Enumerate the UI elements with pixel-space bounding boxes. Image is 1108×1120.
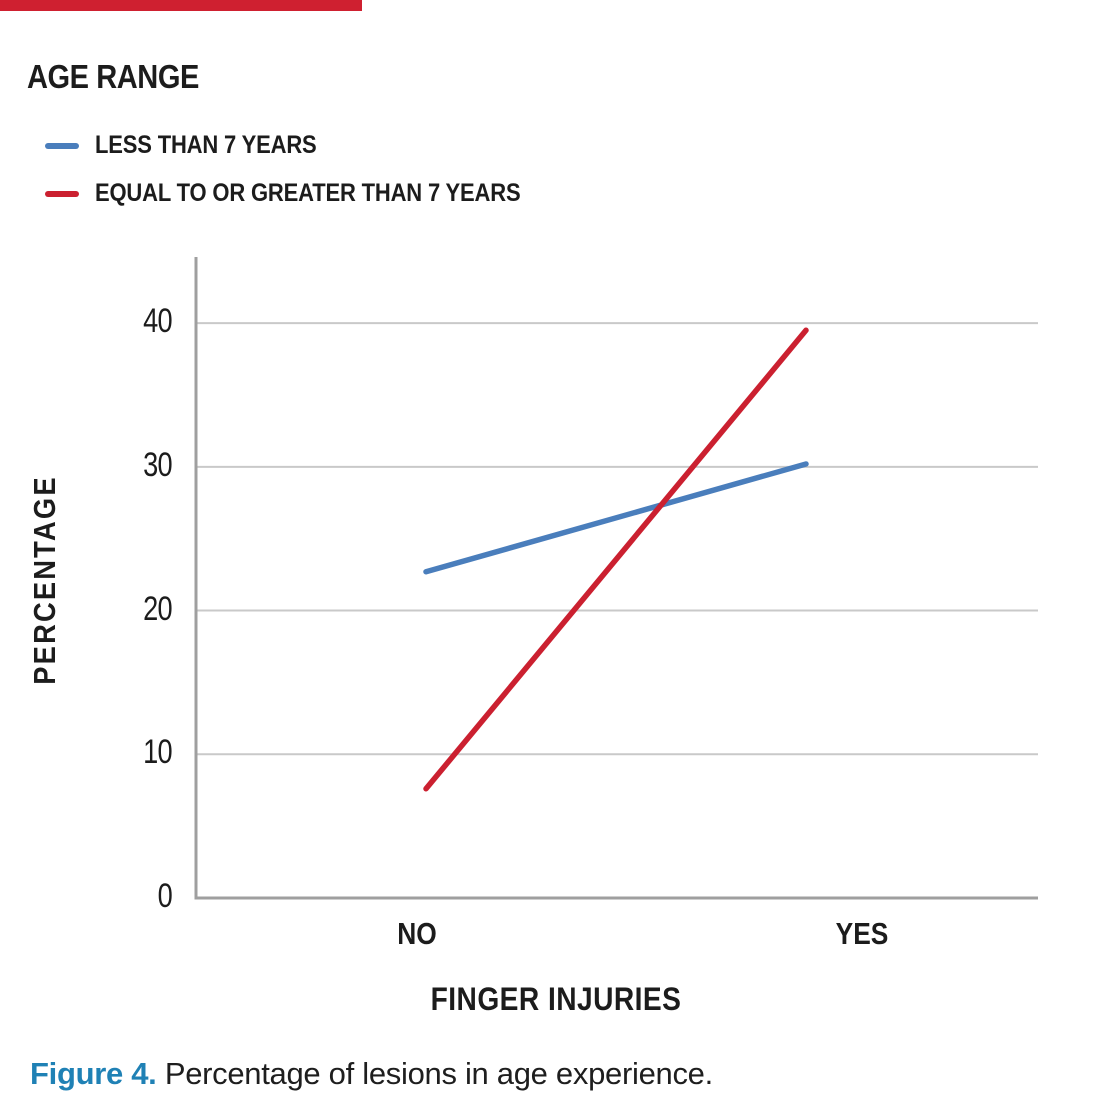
figure-caption-text: Percentage of lesions in age experience. [156, 1056, 713, 1091]
top-accent-bar [0, 0, 362, 11]
x-axis-title: FINGER INJURIES [430, 981, 682, 1017]
legend-item: LESS THAN 7 YEARS [45, 131, 578, 159]
category-label: YES [835, 916, 889, 951]
series-line-0 [423, 461, 809, 575]
figure-caption: Figure 4. Percentage of lesions in age e… [30, 1056, 713, 1092]
y-axis-title: PERCENTAGE [27, 475, 62, 685]
y-tick-label: 30 [143, 445, 172, 484]
y-tick-label: 20 [143, 589, 172, 628]
y-tick-label: 40 [143, 302, 172, 341]
legend-swatch-icon [45, 190, 79, 197]
legend-title: AGE RANGE [27, 58, 199, 95]
legend: LESS THAN 7 YEARS EQUAL TO OR GREATER THA… [45, 131, 578, 207]
figure-caption-label: Figure 4. [30, 1056, 157, 1091]
category-label: NO [397, 916, 437, 951]
series-line-1 [423, 327, 809, 792]
legend-label: EQUAL TO OR GREATER THAN 7 YEARS [95, 179, 521, 207]
legend-swatch-icon [45, 142, 79, 149]
legend-label: LESS THAN 7 YEARS [95, 131, 317, 159]
legend-item: EQUAL TO OR GREATER THAN 7 YEARS [45, 179, 578, 207]
y-tick-label: 0 [157, 877, 173, 915]
y-tick-label: 10 [143, 733, 172, 772]
